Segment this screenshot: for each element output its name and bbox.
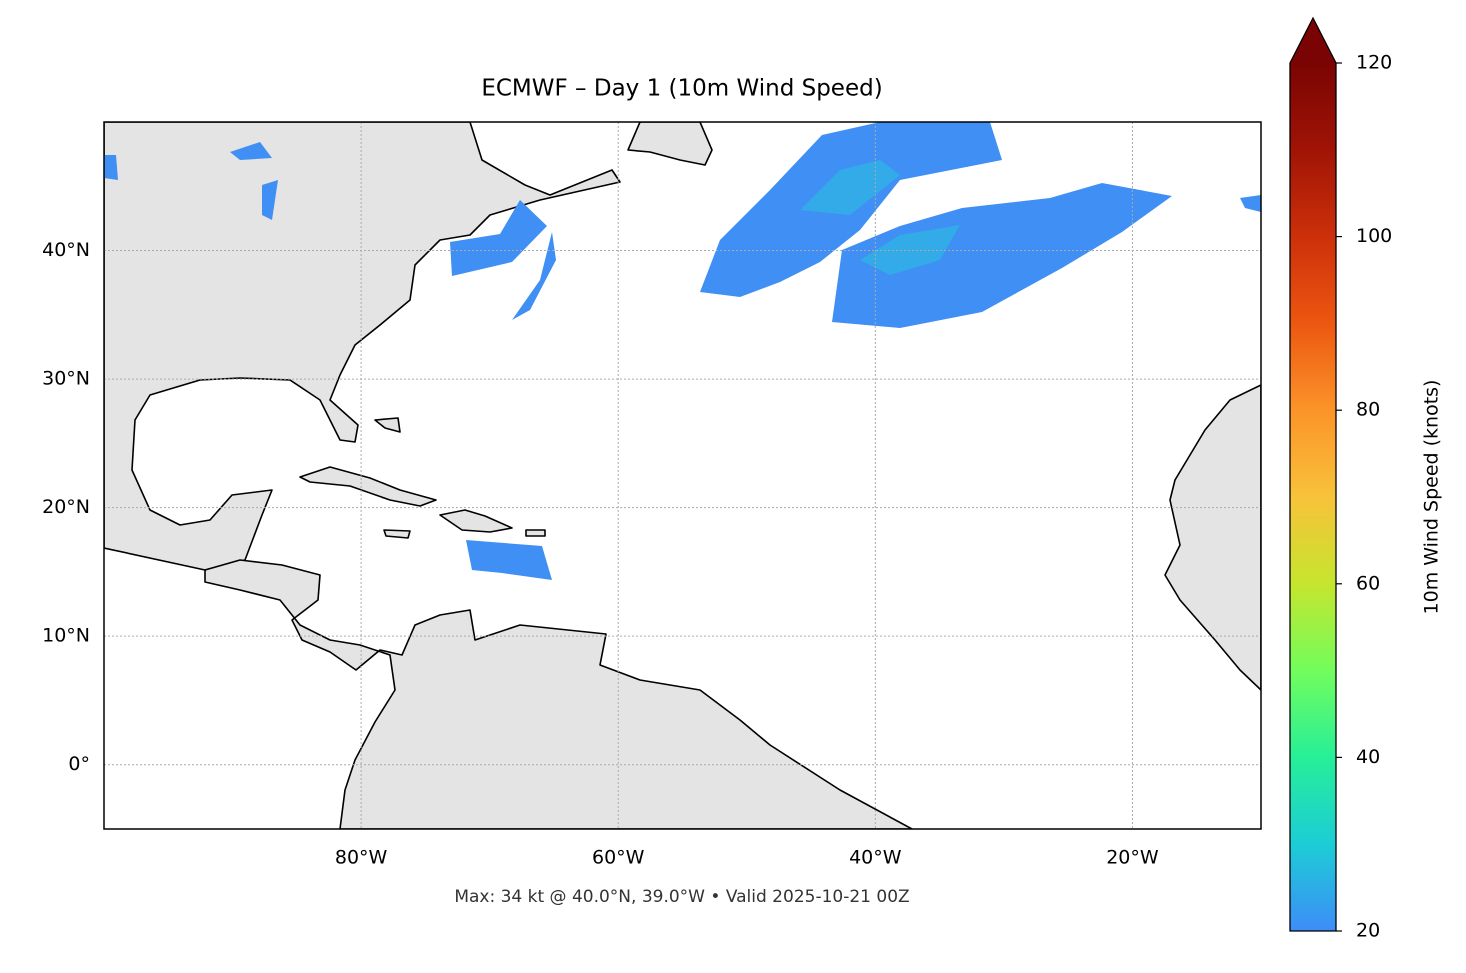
map-frame (103, 121, 1262, 830)
colorbar-tick-label: 120 (1356, 52, 1392, 74)
colorbar-scale (1290, 63, 1336, 931)
colorbar-tick-label: 40 (1356, 746, 1380, 768)
colorbar-extension (1290, 18, 1336, 63)
x-tick-label: 40°W (849, 847, 902, 869)
colorbar-tick-label: 20 (1356, 920, 1380, 942)
map-title: ECMWF – Day 1 (10m Wind Speed) (481, 76, 882, 102)
y-tick-label: 20°N (42, 496, 90, 518)
y-tick-label: 30°N (42, 368, 90, 390)
wind-field (466, 540, 552, 580)
colorbar-outline (1289, 16, 1337, 932)
colorbar-tick-label: 60 (1356, 572, 1380, 594)
puerto-rico (525, 529, 546, 537)
jamaica (383, 529, 411, 539)
latin-america (204, 559, 913, 829)
map-subtitle: Max: 34 kt @ 40.0°N, 39.0°W • Valid 2025… (454, 887, 909, 907)
wind-core (800, 160, 900, 215)
wind-field (262, 180, 278, 220)
wind-field (104, 155, 118, 180)
x-tick-label: 20°W (1106, 847, 1159, 869)
x-tick-label: 80°W (335, 847, 388, 869)
north-america (104, 122, 621, 571)
y-tick-label: 0° (68, 753, 90, 775)
hispaniola (439, 509, 513, 533)
cuba (299, 466, 437, 507)
wind-field (512, 232, 556, 320)
graticule (104, 122, 1261, 829)
colorbar-tick-label: 80 (1356, 399, 1380, 421)
wind-field (832, 183, 1172, 328)
wind-field (1240, 195, 1261, 212)
colorbar: 20 40 60 80 100 120 (1289, 16, 1392, 942)
colorbar-label: 10m Wind Speed (knots) (1421, 380, 1443, 615)
colorbar-tick-label: 100 (1356, 225, 1392, 247)
wind-core (860, 225, 960, 275)
map-area (104, 122, 1261, 829)
x-tick-label: 60°W (592, 847, 645, 869)
africa (1164, 384, 1261, 691)
bahamas (374, 417, 401, 433)
y-tick-label: 40°N (42, 239, 90, 261)
wind-field (230, 142, 272, 160)
y-tick-label: 10°N (42, 625, 90, 647)
newfoundland (627, 122, 713, 166)
wind-field (450, 200, 547, 276)
